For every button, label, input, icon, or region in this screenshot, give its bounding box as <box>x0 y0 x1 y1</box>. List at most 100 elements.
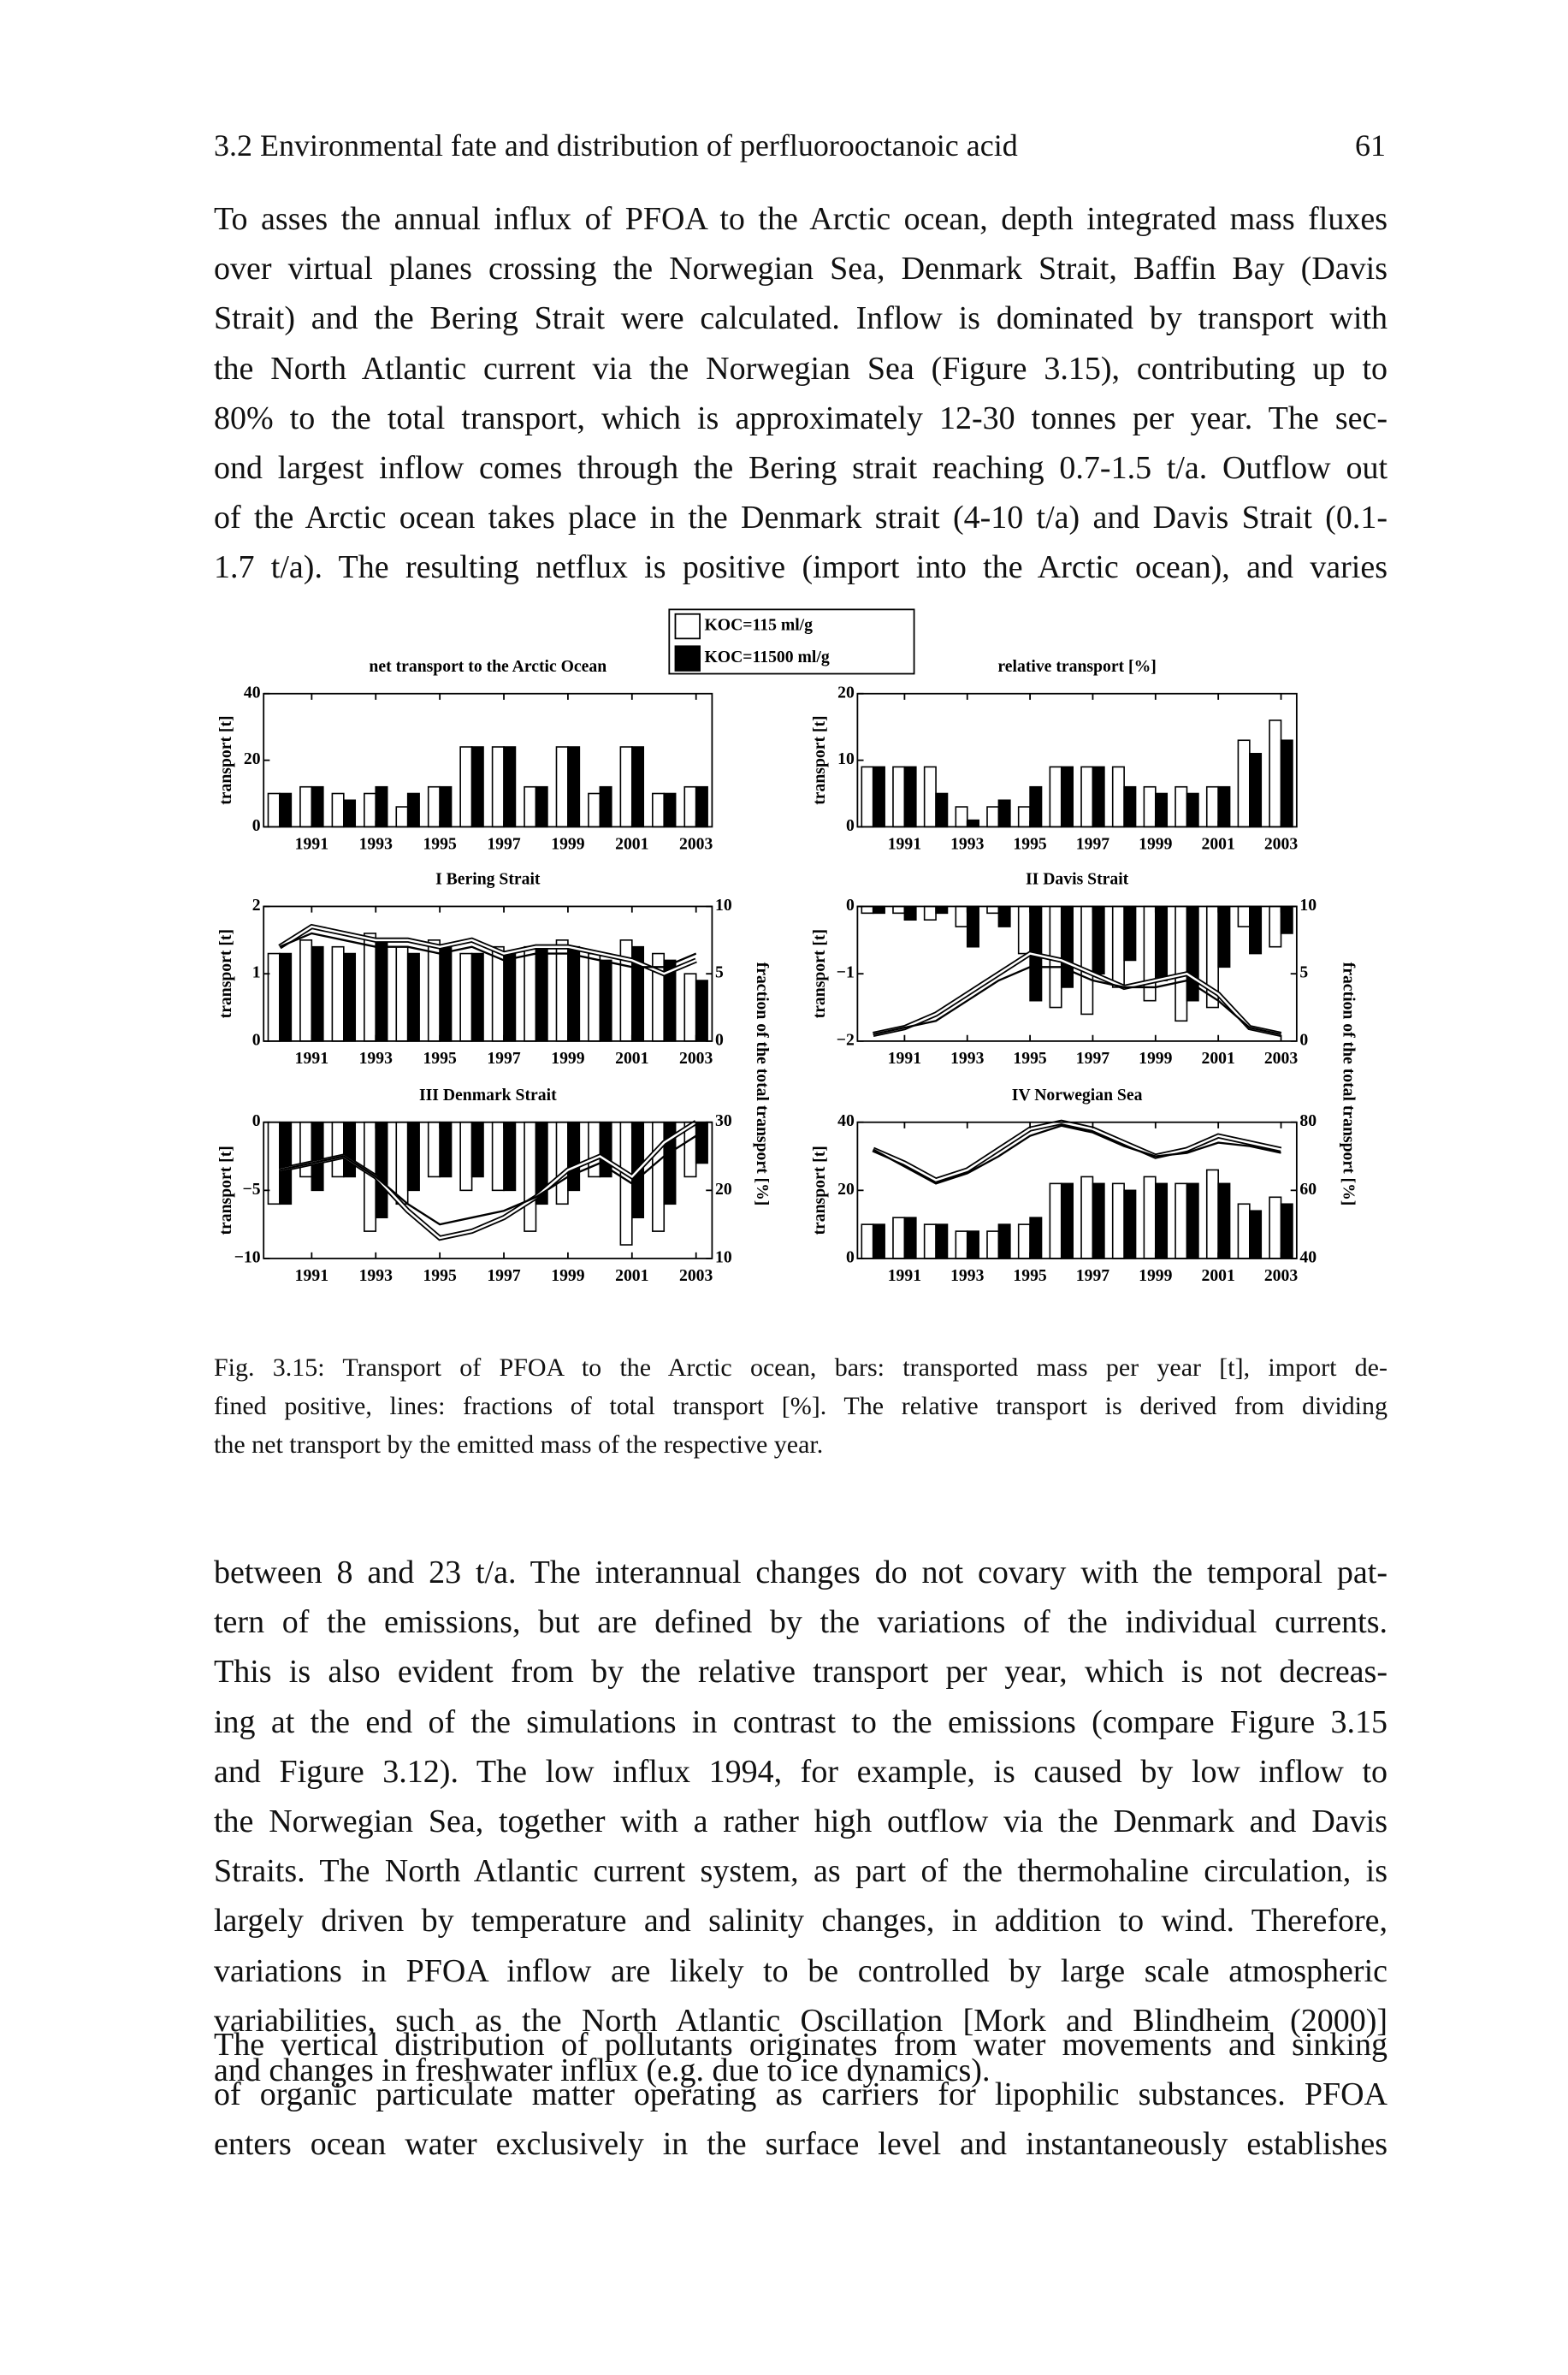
bar <box>1249 905 1263 955</box>
bar <box>535 785 548 828</box>
bar <box>375 785 388 828</box>
bar <box>683 785 697 828</box>
x-tick-label: 1991 <box>295 1266 328 1285</box>
bar <box>491 746 505 828</box>
text-line: enters ocean water exclusively in the su… <box>214 2126 1388 2163</box>
x-tick-label: 2003 <box>679 1049 713 1068</box>
bar <box>997 905 1011 927</box>
bar <box>599 959 612 1042</box>
line <box>873 1121 1281 1182</box>
text-line: variations in PFOA inflow are likely to … <box>214 1952 1388 1989</box>
text-line: The vertical distribution of pollutants … <box>214 2027 1388 2063</box>
line <box>279 932 697 968</box>
x-tick-label: 1995 <box>423 834 457 853</box>
bar <box>311 785 324 828</box>
bar <box>524 1121 537 1232</box>
bar <box>1123 785 1137 828</box>
x-tick-label: 1991 <box>888 1266 921 1285</box>
bar <box>299 1121 313 1178</box>
text-line: This is also evident from by the relativ… <box>214 1654 1388 1691</box>
bar <box>1060 1182 1074 1259</box>
y-tick-label: 20 <box>244 749 261 768</box>
bar <box>955 905 968 927</box>
text-line: Strait) and the Bering Strait were calcu… <box>214 300 1388 337</box>
x-tick-label: 2003 <box>1264 1049 1299 1068</box>
bar <box>1237 1203 1251 1259</box>
x-tick-label: 1999 <box>1139 1266 1173 1285</box>
x-tick-label: 1995 <box>423 1266 457 1285</box>
bar <box>299 785 313 828</box>
bar <box>903 1217 917 1259</box>
legend-label: KOC=11500 ml/g <box>704 648 829 666</box>
x-tick-label: 1997 <box>1076 1049 1110 1068</box>
bar <box>872 766 885 828</box>
line <box>873 966 1281 1036</box>
bar <box>997 1223 1011 1259</box>
bar <box>503 1121 517 1192</box>
bar <box>567 746 581 828</box>
bar <box>1060 905 1074 988</box>
bar <box>459 746 473 828</box>
y2-tick-label: 0 <box>715 1030 724 1049</box>
y2-tick-label: 40 <box>1299 1247 1317 1266</box>
bar <box>395 806 409 828</box>
x-tick-label: 1993 <box>359 1049 393 1068</box>
bar <box>427 939 441 1042</box>
y-tick-label: 0 <box>846 816 855 835</box>
bar <box>1205 785 1219 828</box>
y2-tick-label: 30 <box>715 1111 732 1130</box>
bar <box>299 939 313 1042</box>
bar <box>986 1230 1000 1259</box>
y2-tick-label: 10 <box>715 1247 732 1266</box>
bar <box>1155 792 1169 828</box>
bar <box>1280 905 1293 934</box>
bar <box>567 945 581 1042</box>
bar <box>1237 905 1251 927</box>
bar <box>267 1121 281 1205</box>
bar <box>267 952 281 1042</box>
bar <box>1080 766 1094 828</box>
bar <box>439 1121 453 1178</box>
bar <box>459 952 473 1042</box>
x-tick-label: 1999 <box>551 1266 585 1285</box>
bar <box>343 952 357 1042</box>
x-tick-label: 2003 <box>1264 834 1299 853</box>
text-line: and changes in freshwater influx (e.g. d… <box>214 2052 991 2088</box>
x-tick-label: 1999 <box>1139 834 1173 853</box>
bar <box>1249 753 1263 828</box>
bar <box>892 766 906 828</box>
bar <box>695 1121 708 1164</box>
bar <box>903 766 917 828</box>
bar <box>1123 1189 1137 1259</box>
bar <box>555 746 569 828</box>
x-tick-label: 1993 <box>950 1266 985 1285</box>
plot-frame <box>263 692 713 828</box>
paragraph: The vertical distribution of pollutants … <box>214 2020 1388 2170</box>
text-line: tern of the emissions, but are defined b… <box>214 1604 1388 1641</box>
bar <box>861 766 874 828</box>
bar <box>1175 1182 1188 1259</box>
bar <box>1143 785 1157 828</box>
bar <box>663 792 677 828</box>
bar <box>535 945 548 1042</box>
bar <box>311 1121 324 1192</box>
x-tick-label: 2003 <box>679 834 713 853</box>
chart-title: IV Norwegian Sea <box>1012 1086 1143 1105</box>
bar <box>1017 905 1031 955</box>
bar <box>1217 785 1231 828</box>
bar <box>491 945 505 1042</box>
bar <box>872 1223 885 1259</box>
x-tick-label: 1999 <box>551 834 585 853</box>
page-number: 61 <box>1355 128 1386 163</box>
y-axis-label: transport [t] <box>216 1146 235 1235</box>
bar <box>427 1121 441 1178</box>
bar <box>1123 905 1137 962</box>
running-head: 3.2 Environmental fate and distribution … <box>214 128 1018 163</box>
bar <box>1143 1176 1157 1259</box>
bar <box>861 905 874 915</box>
y-tick-label: 0 <box>846 1247 855 1266</box>
legend-box <box>668 608 915 675</box>
text-line: largely driven by temperature and salini… <box>214 1903 1388 1940</box>
bar <box>955 806 968 828</box>
bar <box>331 792 345 828</box>
